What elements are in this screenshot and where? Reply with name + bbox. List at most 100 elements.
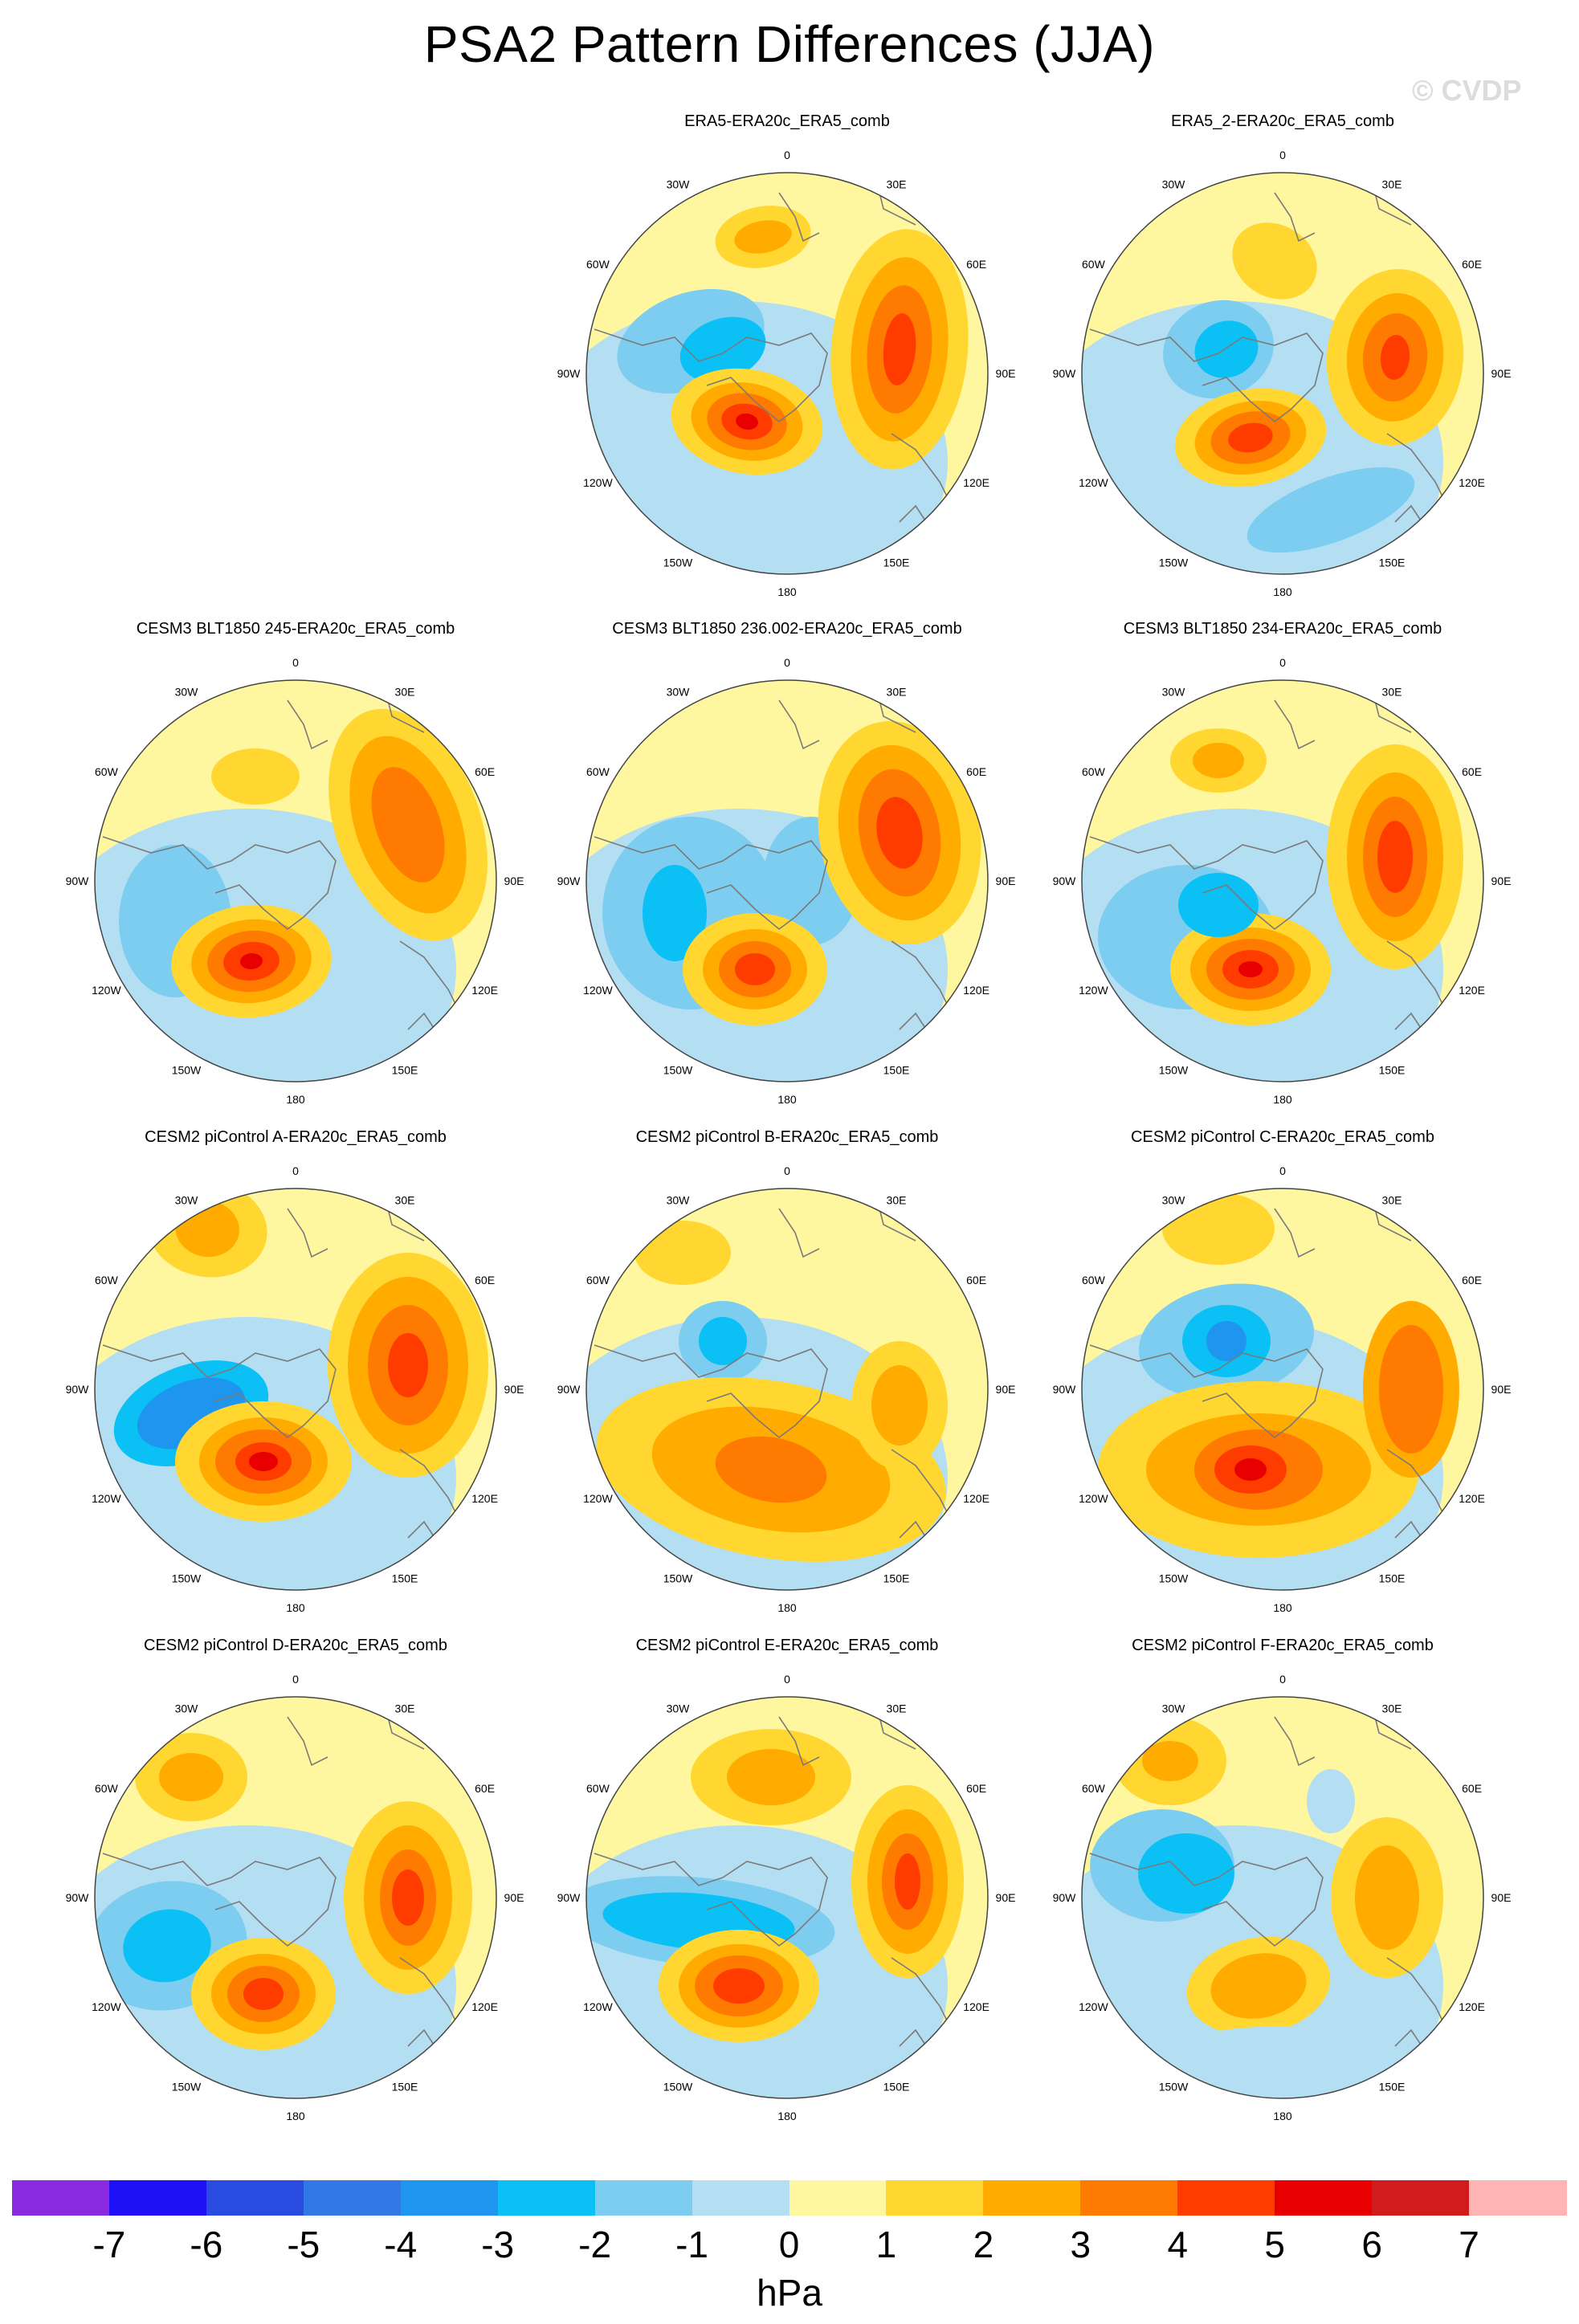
longitude-label: 150W	[663, 2081, 693, 2094]
longitude-label: 150W	[172, 1572, 202, 1585]
coastline	[102, 683, 466, 1039]
colorbar-tick-label: -1	[675, 2224, 709, 2265]
longitude-label: 90E	[1491, 367, 1512, 380]
contour-fill	[1228, 422, 1273, 453]
coastline	[1089, 1700, 1453, 2056]
longitude-label: 0	[1279, 149, 1286, 161]
polar-map: 0 30E 60E 90E 120E 150E 180 150W 120W 90W 60W 30W	[1053, 149, 1512, 598]
map-panel: CESM2 piControl F-ERA20c_ERA5_comb 0 30E 6…	[1034, 1637, 1532, 2122]
map-boundary	[585, 679, 989, 1082]
panel-title: CESM2 piControl E-ERA20c_ERA5_comb	[635, 1637, 939, 1654]
coastline	[102, 1700, 466, 2056]
contour-fill	[1138, 1833, 1234, 1914]
colorbar-swatch	[400, 2180, 499, 2216]
polar-map: 0 30E 60E 90E 120E 150E 180 150W 120W 90W 60W 30W	[66, 656, 524, 1106]
longitude-label: 60E	[1462, 258, 1482, 271]
longitude-label: 60E	[966, 1782, 986, 1795]
panel-title: CESM2 piControl B-ERA20c_ERA5_comb	[635, 1128, 939, 1146]
colorbar-tick-label: 6	[1361, 2224, 1382, 2265]
longitude-label: 150W	[1159, 1572, 1189, 1585]
longitude-label: 180	[777, 1601, 797, 1614]
contour-fill	[1232, 222, 1317, 300]
longitude-label: 30E	[887, 177, 907, 190]
longitude-label: 120E	[1459, 2000, 1485, 2013]
longitude-label: 0	[292, 1673, 299, 1686]
longitude-label: 120W	[92, 1492, 121, 1505]
longitude-label: 30W	[1162, 685, 1186, 698]
colorbar-swatch	[983, 2180, 1081, 2216]
colorbar-swatch	[1275, 2180, 1373, 2216]
contour-field	[586, 680, 988, 1082]
longitude-label: 30W	[175, 685, 199, 698]
coastline	[594, 1700, 957, 2056]
longitude-label: 60E	[475, 1782, 495, 1795]
longitude-label: 120W	[583, 984, 613, 997]
contour-fill	[727, 1749, 815, 1805]
longitude-label: 30E	[395, 1702, 415, 1714]
longitude-label: 120E	[963, 1492, 989, 1505]
longitude-label: 90W	[557, 1383, 581, 1396]
longitude-label: 150E	[392, 1064, 418, 1077]
longitude-label: 90W	[66, 875, 90, 887]
coastline	[1089, 683, 1453, 1039]
contour-field	[95, 1697, 496, 2098]
panel-title: CESM3 BLT1850 245-ERA20c_ERA5_comb	[136, 620, 455, 638]
contour-fill	[392, 1869, 424, 1926]
longitude-label: 30E	[887, 685, 907, 698]
longitude-label: 0	[292, 1164, 299, 1177]
longitude-label: 60W	[586, 258, 610, 271]
longitude-label: 150E	[1379, 1572, 1406, 1585]
colorbar-tick-label: 1	[875, 2224, 897, 2265]
colorbar-tick-label: -6	[190, 2224, 223, 2265]
longitude-label: 30E	[1382, 1193, 1402, 1206]
longitude-label: 150E	[392, 1572, 418, 1585]
longitude-label: 180	[1273, 1601, 1292, 1614]
contour-fill	[1379, 1325, 1443, 1454]
colorbar-tick-label: -3	[481, 2224, 515, 2265]
coastline	[102, 1192, 466, 1547]
longitude-label: 0	[1279, 656, 1286, 669]
map-panel: CESM2 piControl D-ERA20c_ERA5_comb 0 30E 6…	[47, 1637, 545, 2122]
colorbar-swatch	[1372, 2180, 1470, 2216]
longitude-label: 120E	[963, 476, 989, 489]
contour-fill	[634, 1221, 731, 1285]
colorbar-tick-label: -4	[384, 2224, 418, 2265]
longitude-label: 120E	[471, 1492, 498, 1505]
panel-title: CESM3 BLT1850 236.002-ERA20c_ERA5_comb	[612, 620, 962, 638]
longitude-label: 150W	[663, 557, 693, 569]
polar-map: 0 30E 60E 90E 120E 150E 180 150W 120W 90W 60W 30W	[557, 656, 1016, 1106]
contour-field	[1082, 1697, 1483, 2098]
longitude-label: 90E	[1491, 875, 1512, 887]
longitude-label: 30W	[667, 177, 691, 190]
contour-fill	[736, 413, 758, 430]
colorbar-tick-label: -5	[287, 2224, 320, 2265]
polar-map: 0 30E 60E 90E 120E 150E 180 150W 120W 90W 60W 30W	[1053, 1673, 1512, 2122]
panel-title: CESM3 BLT1850 234-ERA20c_ERA5_comb	[1123, 620, 1442, 638]
longitude-label: 90E	[996, 367, 1016, 380]
longitude-label: 90W	[557, 875, 581, 887]
longitude-label: 120W	[1079, 1492, 1108, 1505]
colorbar-swatch	[303, 2180, 402, 2216]
longitude-label: 180	[1273, 1093, 1292, 1106]
longitude-label: 90E	[1491, 1383, 1512, 1396]
cvdp-watermark: © CVDP	[1412, 74, 1522, 107]
longitude-label: 60W	[586, 1782, 610, 1795]
colorbar-swatch	[206, 2180, 304, 2216]
contour-field	[95, 1189, 496, 1590]
polar-map: 0 30E 60E 90E 120E 150E 180 150W 120W 90W 60W 30W	[557, 1673, 1016, 2122]
contour-field	[586, 1697, 988, 2098]
colorbar	[12, 2180, 1567, 2216]
contour-fill	[159, 1753, 223, 1801]
contour-fill	[211, 748, 300, 805]
contour-fill	[1234, 1458, 1267, 1481]
map-boundary	[585, 172, 989, 575]
longitude-label: 30E	[395, 1193, 415, 1206]
longitude-label: 30E	[1382, 1702, 1402, 1714]
longitude-label: 90W	[557, 1891, 581, 1904]
panel-title: ERA5_2-ERA20c_ERA5_comb	[1171, 112, 1394, 130]
longitude-label: 150E	[1379, 2081, 1406, 2094]
contour-fill	[388, 1333, 428, 1397]
colorbar-swatch	[692, 2180, 790, 2216]
contour-fill	[243, 1978, 284, 2010]
coastline	[594, 1192, 957, 1547]
